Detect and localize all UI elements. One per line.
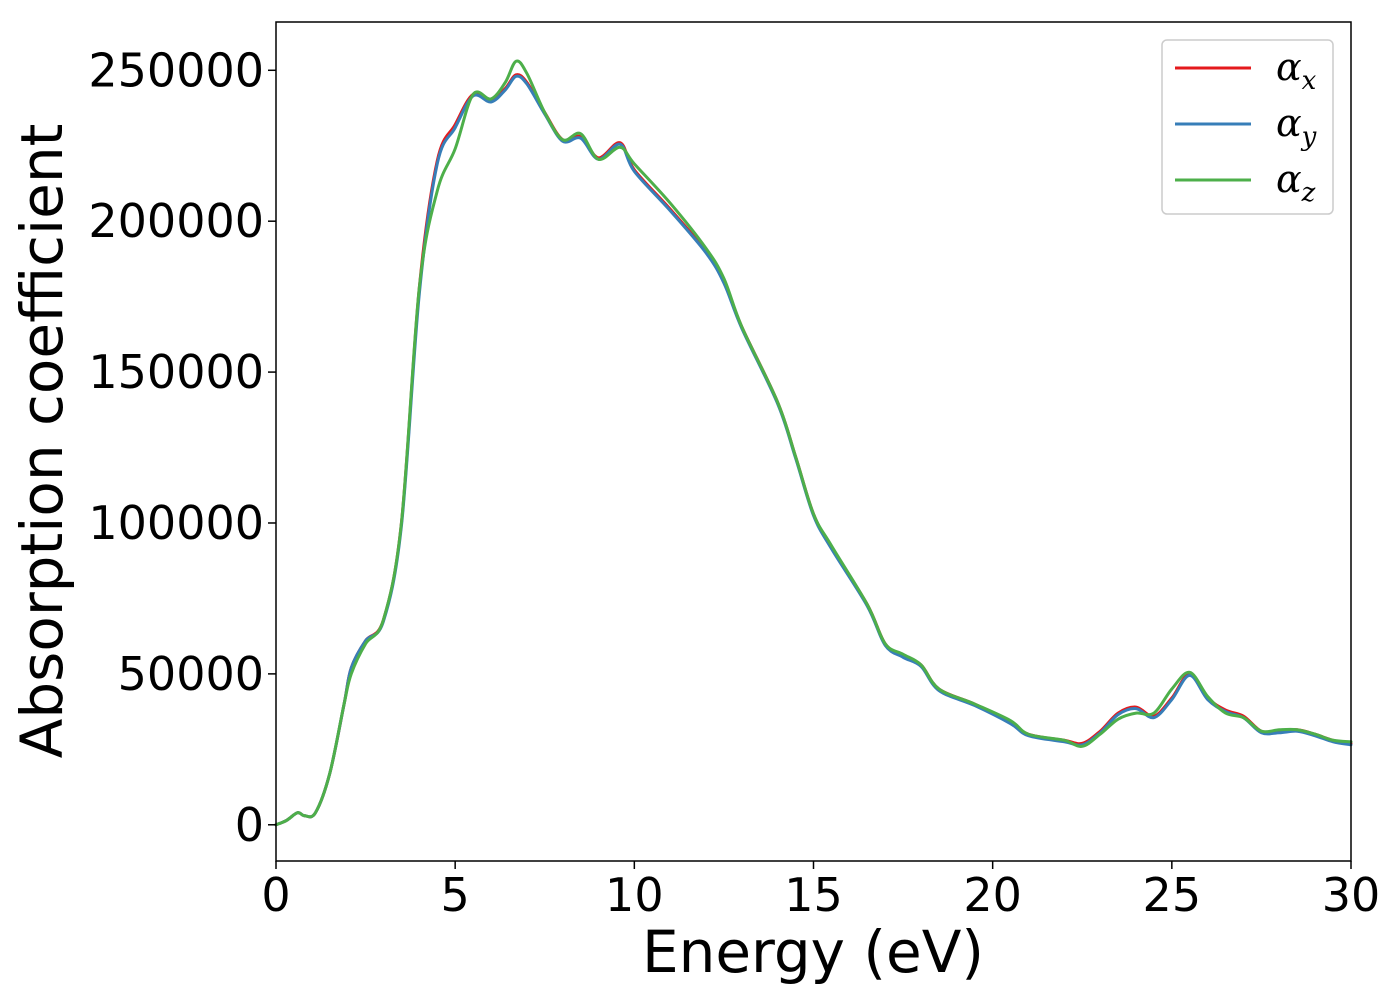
legend-alpha-x-symbol: α [1276, 45, 1302, 89]
legend-alpha-z-symbol: α [1276, 157, 1302, 201]
legend-label-alpha-y: αy [1276, 101, 1317, 152]
legend-label-alpha-x: αx [1276, 45, 1317, 96]
x-tick-label: 0 [261, 868, 290, 922]
series-layer [274, 59, 1353, 827]
x-tick-label: 5 [441, 868, 470, 922]
x-tick-label: 25 [1143, 868, 1202, 922]
x-tick-label: 10 [605, 868, 664, 922]
y-tick-label: 200000 [88, 194, 264, 248]
x-tick-label: 30 [1322, 868, 1381, 922]
legend-alpha-y-subscript: y [1301, 122, 1317, 152]
x-tick-label: 20 [963, 868, 1022, 922]
y-tick-label: 100000 [88, 496, 264, 550]
legend-box [1161, 39, 1334, 215]
series-line-alpha-z [274, 59, 1353, 827]
y-tick-label: 50000 [118, 647, 264, 701]
legend-alpha-z-subscript: z [1301, 178, 1316, 208]
legend: αx αy αz [1161, 39, 1334, 215]
y-axis-title: Absorption coefficient [8, 124, 76, 759]
y-axis-ticks: 0 50000 100000 150000 200000 250000 [88, 43, 276, 852]
y-tick-label: 0 [235, 798, 264, 852]
y-tick-label: 250000 [88, 43, 264, 97]
legend-label-alpha-z: αz [1276, 157, 1316, 208]
x-axis-ticks: 0 5 10 15 20 25 30 [261, 861, 1380, 922]
legend-alpha-x-subscript: x [1302, 66, 1317, 96]
y-tick-label: 150000 [88, 345, 264, 399]
x-axis-title: Energy (eV) [642, 918, 984, 986]
legend-alpha-y-symbol: α [1276, 101, 1302, 145]
x-tick-label: 15 [784, 868, 843, 922]
